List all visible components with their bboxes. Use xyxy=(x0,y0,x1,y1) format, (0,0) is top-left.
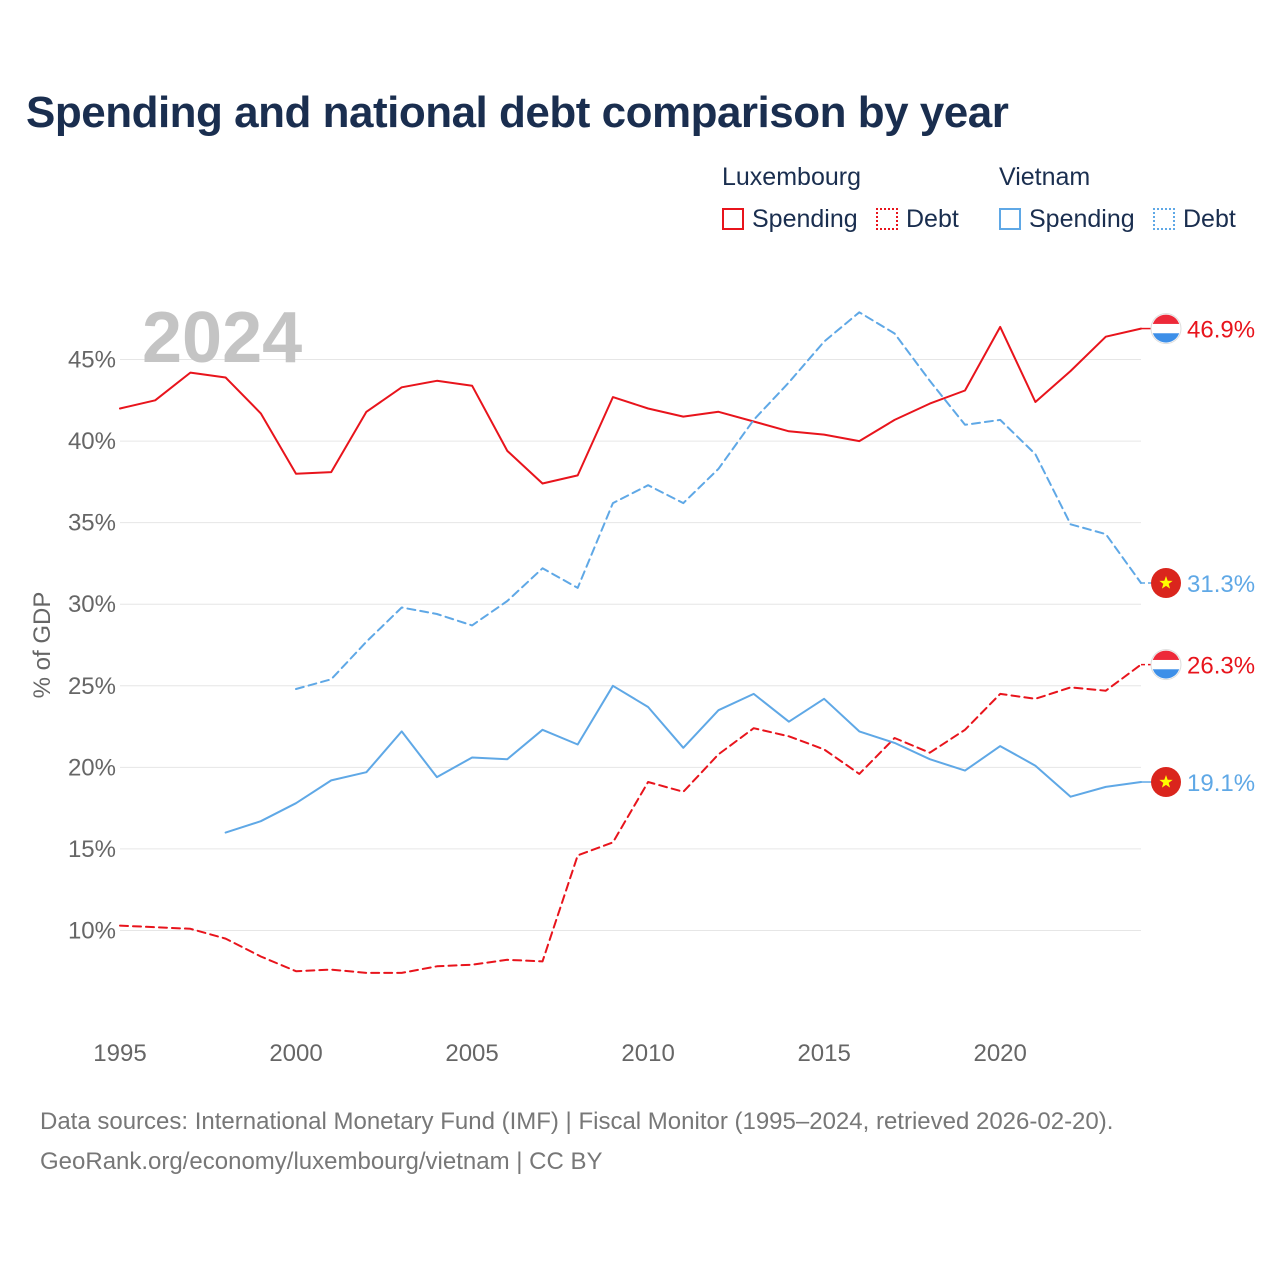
series-line-vietnam-spending[interactable] xyxy=(224,684,1142,834)
legend-swatch-dotted xyxy=(1153,208,1175,230)
legend-swatch-solid xyxy=(999,208,1021,230)
x-tick-label: 2000 xyxy=(269,1040,322,1067)
legend-label: Spending xyxy=(1029,204,1135,233)
x-tick-label: 2005 xyxy=(445,1040,498,1067)
legend-item-luxembourg-spending[interactable]: Spending xyxy=(722,204,858,234)
x-axis-ticks: 1995 2000 2005 2010 2015 2020 xyxy=(93,1040,1027,1067)
source-text: Data sources: International Monetary Fun… xyxy=(40,1108,1114,1135)
legend-swatch-dotted xyxy=(876,208,898,230)
x-tick-label: 2015 xyxy=(797,1040,850,1067)
y-tick-label: 25% xyxy=(68,673,116,700)
legend-label: Debt xyxy=(906,204,959,233)
legend-item-vietnam-spending[interactable]: Spending xyxy=(999,204,1135,234)
luxembourg-flag-icon xyxy=(1150,313,1182,345)
y-tick-label: 45% xyxy=(68,347,116,374)
series-lines xyxy=(119,311,1142,974)
y-axis-label: % of GDP xyxy=(29,592,56,699)
vietnam-flag-icon xyxy=(1151,568,1181,599)
legend-group-title-vietnam: Vietnam xyxy=(999,163,1091,191)
y-tick-label: 15% xyxy=(68,836,116,863)
chart-title: Spending and national debt comparison by… xyxy=(26,88,1009,137)
y-tick-label: 20% xyxy=(68,754,116,781)
legend-item-luxembourg-debt[interactable]: Debt xyxy=(876,204,959,234)
legend-swatch-solid xyxy=(722,208,744,230)
y-tick-label: 35% xyxy=(68,510,116,537)
legend-group-title-luxembourg: Luxembourg xyxy=(722,163,861,191)
series-line-luxembourg-spending[interactable] xyxy=(119,325,1142,485)
legend-item-vietnam-debt[interactable]: Debt xyxy=(1153,204,1236,234)
gridlines xyxy=(120,359,1141,931)
source-link[interactable]: GeoRank.org/economy/luxembourg/vietnam |… xyxy=(40,1148,603,1175)
series-line-luxembourg-debt[interactable] xyxy=(119,663,1142,974)
luxembourg-flag-icon xyxy=(1150,649,1182,681)
year-watermark: 2024 xyxy=(142,298,302,378)
legend-label: Debt xyxy=(1183,204,1236,233)
series-endpoints: 46.9% 26.3% 19.1% 31.3% xyxy=(1141,313,1255,798)
x-tick-label: 2020 xyxy=(973,1040,1026,1067)
endpoint-value-label: 31.3% xyxy=(1187,571,1255,598)
series-line-vietnam-debt[interactable] xyxy=(295,311,1142,690)
vietnam-flag-icon xyxy=(1151,767,1181,798)
y-tick-label: 40% xyxy=(68,428,116,455)
endpoint-value-label: 46.9% xyxy=(1187,317,1255,344)
y-tick-label: 10% xyxy=(68,917,116,944)
x-tick-label: 1995 xyxy=(93,1040,146,1067)
x-tick-label: 2010 xyxy=(621,1040,674,1067)
legend-label: Spending xyxy=(752,204,858,233)
endpoint-value-label: 26.3% xyxy=(1187,653,1255,680)
y-axis-ticks: 10% 15% 20% 25% 30% 35% 40% 45% xyxy=(68,347,116,945)
endpoint-value-label: 19.1% xyxy=(1187,770,1255,797)
y-tick-label: 30% xyxy=(68,591,116,618)
